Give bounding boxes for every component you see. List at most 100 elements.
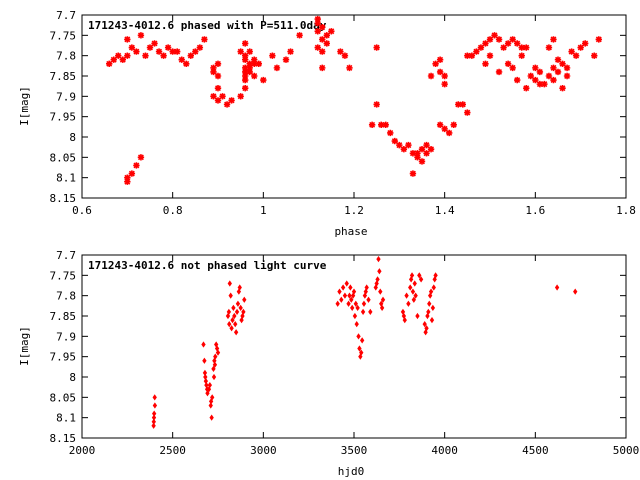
phased-data-point xyxy=(418,146,426,153)
raw-data-point xyxy=(357,345,362,352)
raw-data-point xyxy=(426,308,431,316)
phased-data-point xyxy=(550,36,557,43)
phased-x-tick-label: 1.6 xyxy=(525,204,545,217)
phased-data-point xyxy=(269,52,276,59)
raw-data-point xyxy=(359,349,364,356)
phased-data-point xyxy=(210,93,217,100)
raw-data-point xyxy=(412,280,417,287)
phased-data-point xyxy=(237,48,244,55)
phased-data-point xyxy=(482,60,489,67)
phased-data-point xyxy=(201,36,208,43)
phased-x-tick-label: 1.4 xyxy=(435,204,455,217)
phased-data-point xyxy=(400,146,408,153)
phased-data-point xyxy=(319,36,326,43)
raw-data-point xyxy=(368,308,373,316)
phased-data-point xyxy=(427,146,435,153)
raw-data-point xyxy=(413,292,418,299)
phased-data-point xyxy=(409,150,417,157)
phased-data-point xyxy=(328,28,335,35)
phased-data-point xyxy=(509,36,516,43)
raw-data-point xyxy=(346,300,351,307)
raw-data-point xyxy=(409,272,415,279)
raw-data-point xyxy=(340,284,346,291)
raw-data-point xyxy=(352,312,358,320)
phased-data-point xyxy=(536,80,544,88)
phased-data-point xyxy=(532,64,539,72)
phased-data-point xyxy=(391,137,398,145)
raw-data-point xyxy=(424,325,429,332)
raw-data-point xyxy=(411,296,417,303)
raw-data-point xyxy=(215,349,221,356)
raw-data-point xyxy=(233,329,239,336)
raw-data-point xyxy=(226,308,232,316)
phased-data-point xyxy=(319,48,326,55)
raw-data-point xyxy=(380,296,386,303)
phased-data-point xyxy=(514,76,521,84)
raw-light-curve-panel: 171243-4012.6 not phased light curve hjd… xyxy=(18,249,639,478)
raw-y-tick-label: 7.9 xyxy=(56,330,76,343)
raw-data-point xyxy=(202,357,207,364)
phased-data-point xyxy=(346,64,353,72)
phased-data-point xyxy=(282,56,290,63)
phased-plot-frame xyxy=(81,14,627,199)
phased-data-point xyxy=(550,76,557,84)
raw-data-point xyxy=(230,316,235,324)
phased-data-point xyxy=(423,150,430,157)
raw-data-point xyxy=(227,321,232,328)
phased-data-point xyxy=(446,129,453,137)
raw-data-point xyxy=(374,280,379,287)
raw-data-point xyxy=(152,410,157,417)
raw-data-point xyxy=(415,312,420,320)
phased-data-point xyxy=(110,56,117,63)
phased-data-point xyxy=(246,64,253,72)
phased-data-point xyxy=(251,72,258,80)
raw-data-point xyxy=(151,418,156,425)
phased-data-point xyxy=(368,121,376,128)
phased-x-tick-label: 1.2 xyxy=(344,204,364,217)
phased-data-point xyxy=(178,56,185,63)
raw-x-tick-label: 2000 xyxy=(69,444,96,457)
raw-data-point xyxy=(231,304,236,311)
raw-x-tick-label: 3500 xyxy=(341,444,368,457)
raw-x-axis-label: hjd0 xyxy=(338,465,365,478)
raw-data-point xyxy=(237,284,242,291)
raw-data-point xyxy=(211,365,216,372)
phased-data-point xyxy=(214,85,222,92)
raw-data-point xyxy=(377,268,382,275)
phased-data-point xyxy=(128,44,136,51)
phased-data-point xyxy=(545,44,553,51)
raw-data-point xyxy=(339,296,344,303)
phased-data-point xyxy=(169,48,176,55)
raw-data-point xyxy=(404,292,409,299)
phased-data-point xyxy=(142,52,149,59)
raw-y-axis-label: I[mag] xyxy=(18,326,31,366)
raw-y-tick-label: 7.85 xyxy=(50,310,77,323)
raw-x-tick-label: 5000 xyxy=(613,444,640,457)
raw-data-point xyxy=(241,308,246,316)
phased-data-point xyxy=(450,121,457,128)
raw-data-point xyxy=(417,272,422,279)
phased-data-point xyxy=(174,48,181,55)
phased-data-point xyxy=(418,158,426,165)
phased-data-point xyxy=(577,44,584,51)
raw-x-tick-label: 2500 xyxy=(159,444,186,457)
raw-data-point xyxy=(423,329,428,336)
phased-data-point xyxy=(441,125,448,133)
raw-data-point xyxy=(210,394,215,401)
phased-data-point xyxy=(210,64,217,72)
raw-data-point xyxy=(152,394,157,401)
phased-data-point xyxy=(373,44,380,51)
phased-data-point xyxy=(373,101,380,108)
raw-data-point xyxy=(379,304,385,311)
phased-data-point xyxy=(219,93,226,100)
raw-data-point xyxy=(573,288,578,295)
phased-data-point xyxy=(260,76,267,84)
phased-data-point xyxy=(504,40,512,47)
phased-data-point xyxy=(436,121,444,128)
raw-data-point xyxy=(342,292,348,299)
phased-data-point xyxy=(500,44,507,51)
phased-data-point xyxy=(242,76,249,84)
phased-data-point xyxy=(495,36,503,43)
phased-data-point xyxy=(436,56,444,63)
phased-data-point xyxy=(214,60,222,67)
